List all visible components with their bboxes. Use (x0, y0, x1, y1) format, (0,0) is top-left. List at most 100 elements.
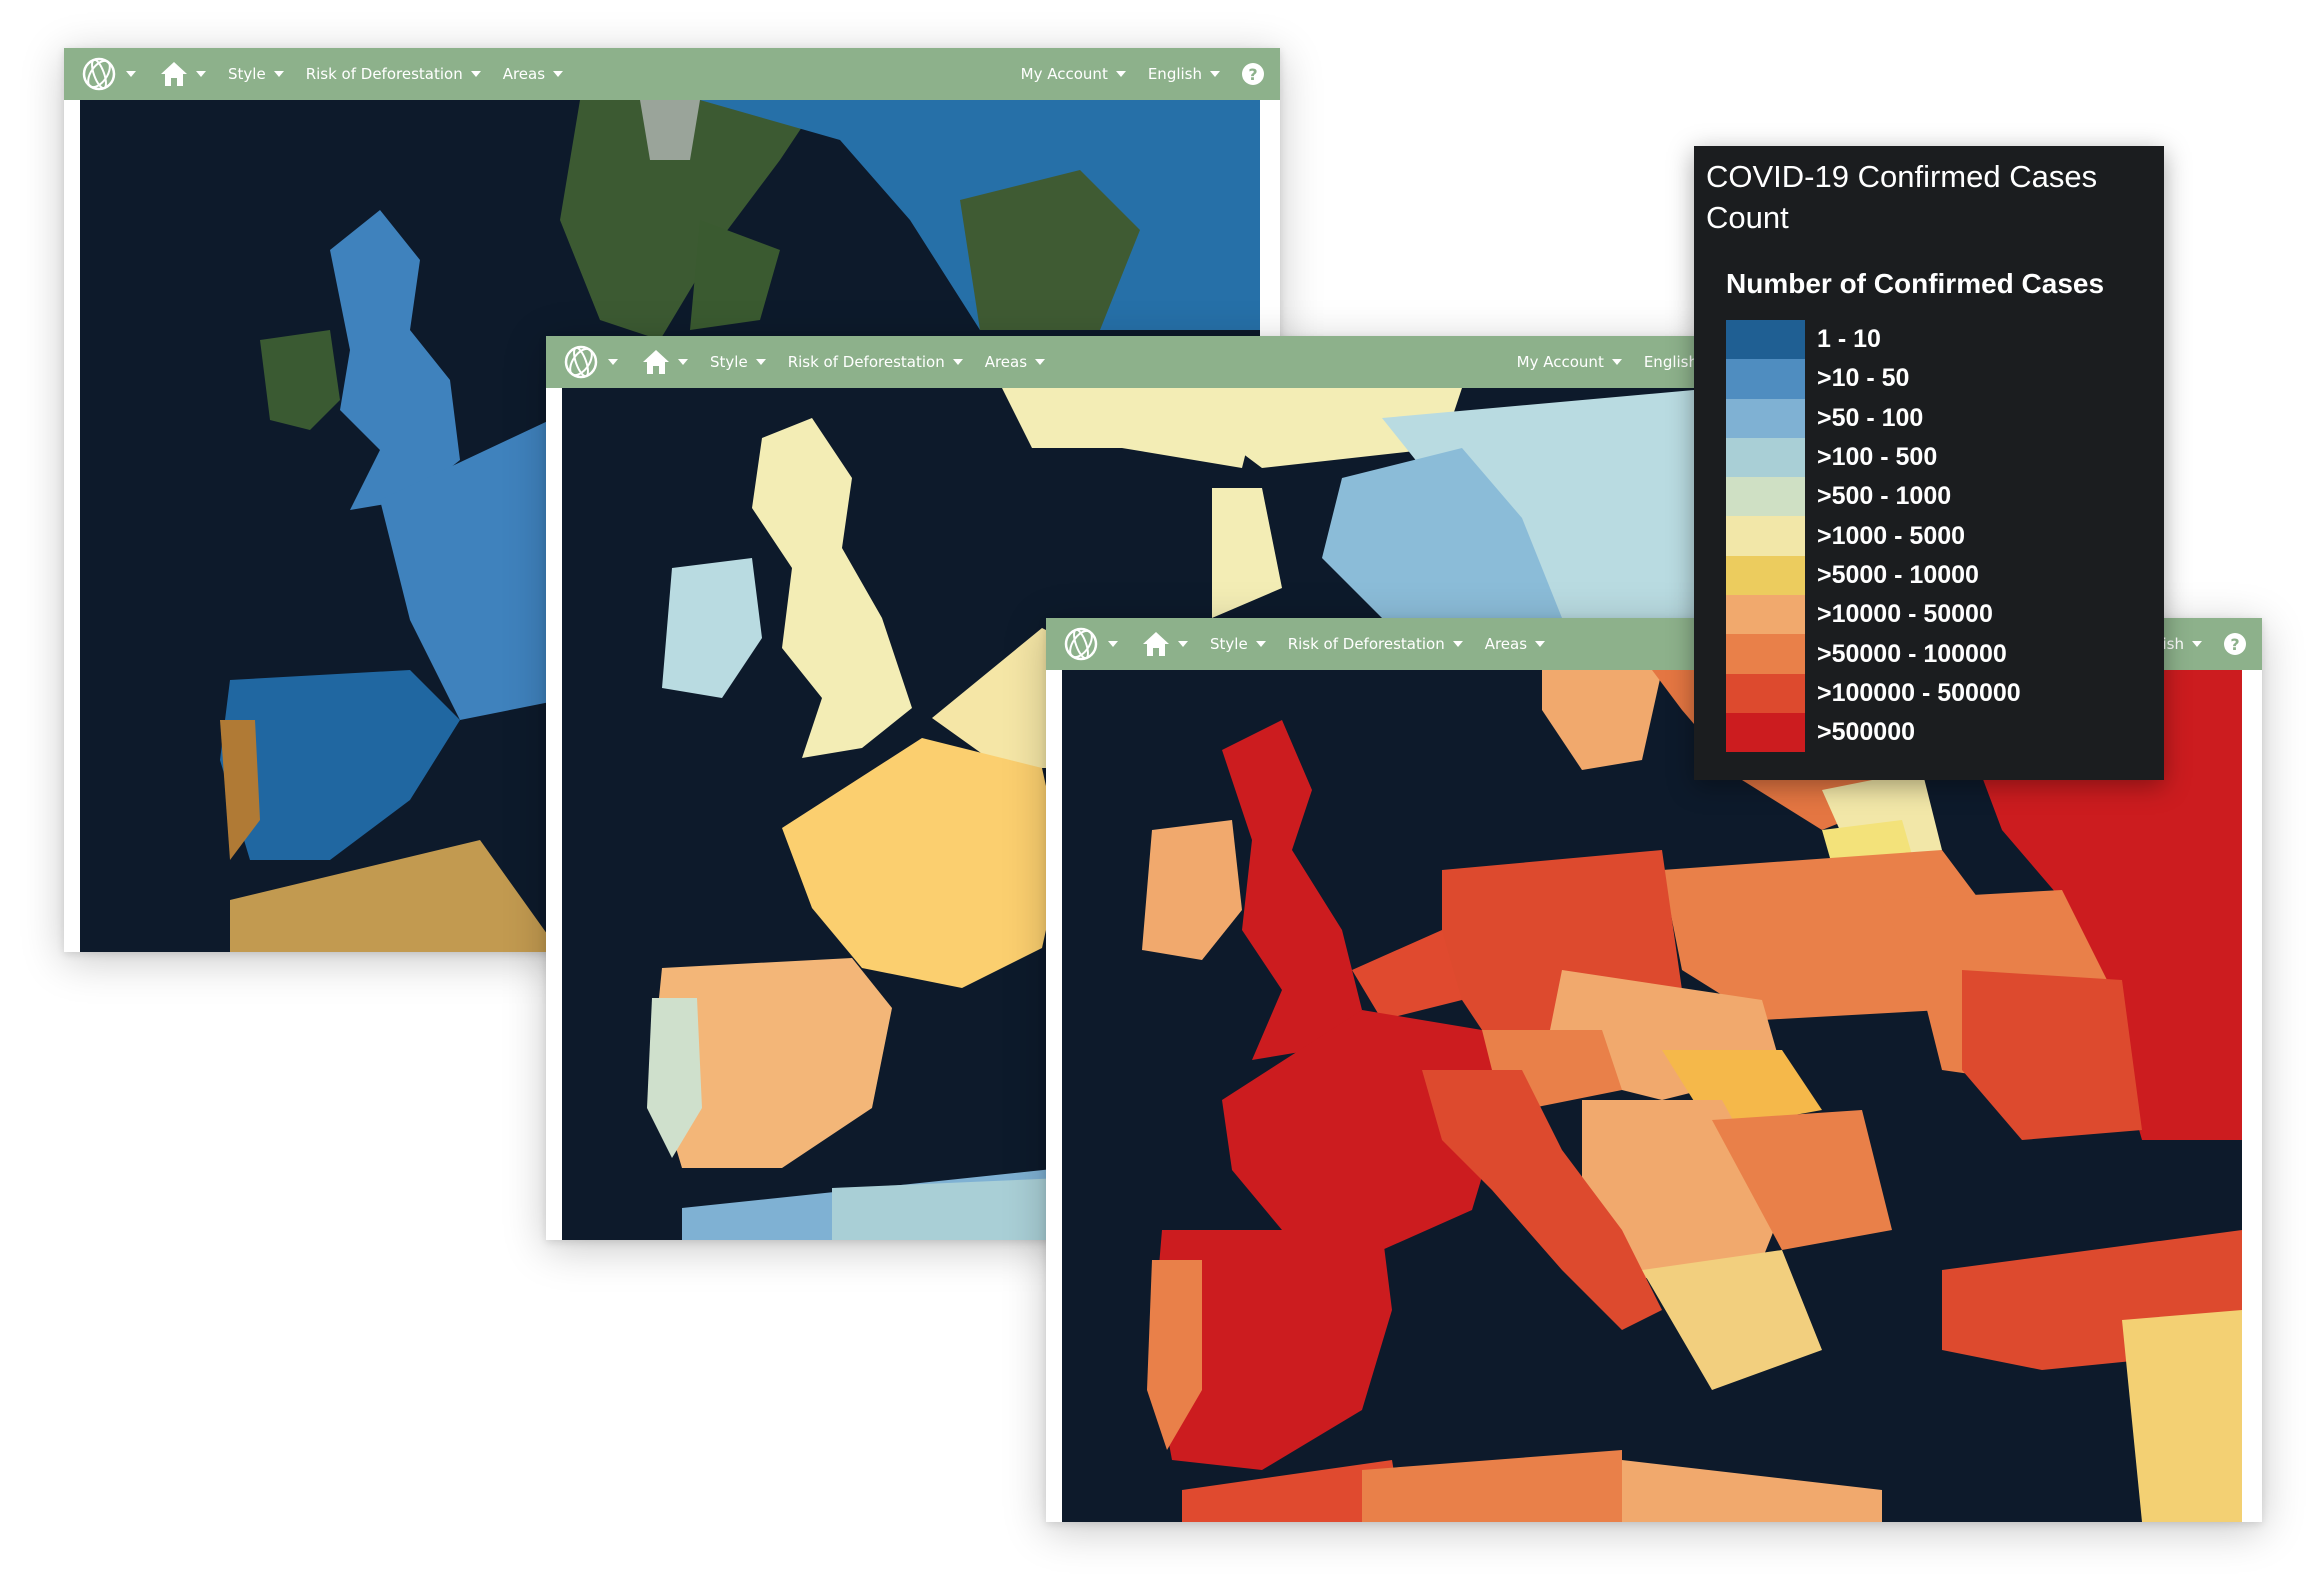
menu-risk-of-deforestation[interactable]: Risk of Deforestation (1288, 635, 1463, 653)
legend-item: >50 - 100 (1726, 398, 2021, 438)
legend-item: >500000 (1726, 712, 2021, 753)
chevron-down-icon (1535, 641, 1546, 647)
home-icon (1143, 632, 1169, 656)
legend-item: >100 - 500 (1726, 437, 2021, 478)
menu-style[interactable]: Style (228, 65, 284, 83)
legend-label: >10 - 50 (1817, 364, 1910, 393)
language-label: English (1643, 353, 1698, 371)
logo-menu[interactable] (562, 343, 618, 381)
menu-risk-label: Risk of Deforestation (305, 65, 463, 83)
menu-style[interactable]: Style (1210, 635, 1266, 653)
chevron-down-icon (470, 71, 481, 77)
map-graphic (1062, 670, 2242, 1522)
chevron-down-icon (608, 359, 618, 365)
help-icon[interactable]: ? (2224, 633, 2246, 655)
chevron-down-icon (1611, 359, 1622, 365)
menu-risk-label: Risk of Deforestation (1287, 635, 1445, 653)
legend-swatch (1726, 516, 1805, 556)
my-account-label: My Account (1020, 65, 1108, 83)
menu-areas-label: Areas (1484, 635, 1528, 653)
chevron-down-icon (126, 71, 136, 77)
my-account-menu[interactable]: My Account (1517, 353, 1622, 371)
logo-icon (1064, 627, 1098, 661)
legend-list: 1 - 10 >10 - 50 >50 - 100 >100 - 500 >500 - … (1726, 320, 2021, 753)
legend-swatch (1726, 634, 1805, 674)
menu-areas-label: Areas (502, 65, 546, 83)
legend-item: >500 - 1000 (1726, 477, 2021, 517)
my-account-label: My Account (1516, 353, 1604, 371)
my-account-menu[interactable]: My Account (1021, 65, 1126, 83)
language-menu[interactable]: ish (2162, 635, 2202, 653)
menu-style-label: Style (1210, 635, 1248, 653)
home-menu[interactable] (642, 349, 688, 375)
legend-swatch (1726, 477, 1805, 517)
home-menu[interactable] (1142, 631, 1188, 657)
legend-item: 1 - 10 (1726, 320, 2021, 360)
chevron-down-icon (1178, 641, 1188, 647)
language-menu[interactable]: English (1148, 65, 1220, 83)
legend-label: >10000 - 50000 (1817, 600, 1993, 629)
menu-areas[interactable]: Areas (502, 65, 564, 83)
legend-label: >50 - 100 (1817, 403, 1924, 432)
chevron-down-icon (2192, 641, 2202, 647)
menu-risk-label: Risk of Deforestation (787, 353, 945, 371)
logo-icon (82, 57, 116, 91)
legend-swatch (1726, 398, 1805, 438)
home-menu[interactable] (160, 61, 206, 87)
legend-item: >10000 - 50000 (1726, 595, 2021, 635)
chevron-down-icon (553, 71, 564, 77)
chevron-down-icon (196, 71, 206, 77)
chevron-down-icon (755, 359, 766, 365)
chevron-down-icon (1210, 71, 1220, 77)
chevron-down-icon (678, 359, 688, 365)
chevron-down-icon (1452, 641, 1463, 647)
legend-title: COVID-19 Confirmed Cases Count (1706, 159, 2098, 235)
legend-subtitle: Number of Confirmed Cases (1726, 268, 2105, 299)
logo-menu[interactable] (1062, 625, 1118, 663)
menu-areas[interactable]: Areas (1484, 635, 1546, 653)
legend-label: >500000 (1817, 718, 1916, 747)
menu-risk-of-deforestation[interactable]: Risk of Deforestation (788, 353, 963, 371)
help-icon[interactable]: ? (1242, 63, 1264, 85)
legend-swatch (1726, 437, 1805, 478)
legend-item: >1000 - 5000 (1726, 516, 2021, 556)
logo-menu[interactable] (80, 55, 136, 93)
legend-label: 1 - 10 (1817, 325, 1881, 354)
legend-swatch (1726, 712, 1805, 753)
legend-swatch (1726, 595, 1805, 635)
legend-label: >500 - 1000 (1817, 482, 1952, 511)
chevron-down-icon (273, 71, 284, 77)
menu-areas[interactable]: Areas (984, 353, 1046, 371)
language-label: ish (2162, 635, 2185, 653)
chevron-down-icon (1115, 71, 1126, 77)
toolbar-right: ish ? (2141, 633, 2246, 655)
map-canvas[interactable] (1062, 670, 2242, 1522)
toolbar: Style Risk of Deforestation Areas My Acc… (64, 48, 1280, 100)
menu-risk-of-deforestation[interactable]: Risk of Deforestation (306, 65, 481, 83)
chevron-down-icon (1255, 641, 1266, 647)
toolbar: Style Risk of Deforestation Areas My Acc… (546, 336, 1716, 388)
legend-label: >100 - 500 (1817, 443, 1938, 472)
legend-swatch (1726, 555, 1805, 596)
legend-panel: COVID-19 Confirmed Cases Count Number of… (1694, 146, 2164, 780)
legend-label: >5000 - 10000 (1817, 560, 1979, 589)
legend-label: >1000 - 5000 (1817, 521, 1966, 550)
chevron-down-icon (952, 359, 963, 365)
menu-areas-label: Areas (984, 353, 1028, 371)
legend-swatch (1726, 320, 1805, 360)
menu-style[interactable]: Style (710, 353, 766, 371)
legend-swatch (1726, 359, 1805, 399)
home-icon (161, 62, 187, 86)
legend-label: >100000 - 500000 (1817, 678, 2021, 707)
legend-item: >100000 - 500000 (1726, 673, 2021, 713)
chevron-down-icon (1035, 359, 1046, 365)
home-icon (643, 350, 669, 374)
toolbar-right: My Account English ? (999, 63, 1264, 85)
legend-label: >50000 - 100000 (1817, 639, 2007, 668)
legend-item: >5000 - 10000 (1726, 555, 2021, 596)
menu-style-label: Style (710, 353, 748, 371)
menu-style-label: Style (228, 65, 266, 83)
toolbar-right: My Account English (1495, 353, 1716, 371)
chevron-down-icon (1108, 641, 1118, 647)
language-label: English (1147, 65, 1202, 83)
